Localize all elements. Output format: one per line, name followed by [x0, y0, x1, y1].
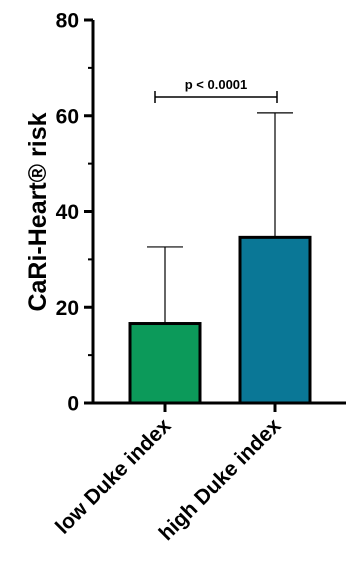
significance-label: p < 0.0001	[185, 77, 248, 92]
y-tick-label: 0	[67, 393, 79, 416]
category-label: low Duke index	[51, 414, 176, 539]
bars	[128, 112, 312, 405]
y-tick-label: 60	[56, 105, 79, 128]
y-axis: 0 20 40 60 80	[56, 10, 95, 416]
category-label: high Duke index	[155, 414, 286, 545]
significance-annotation: p < 0.0001	[154, 77, 278, 103]
bar	[238, 235, 312, 405]
bar	[128, 322, 202, 405]
y-axis-title: CaRi-Heart® risk	[24, 112, 52, 311]
y-tick-label: 20	[56, 297, 79, 320]
y-tick-label: 40	[56, 201, 79, 224]
y-tick-label: 80	[56, 10, 79, 33]
